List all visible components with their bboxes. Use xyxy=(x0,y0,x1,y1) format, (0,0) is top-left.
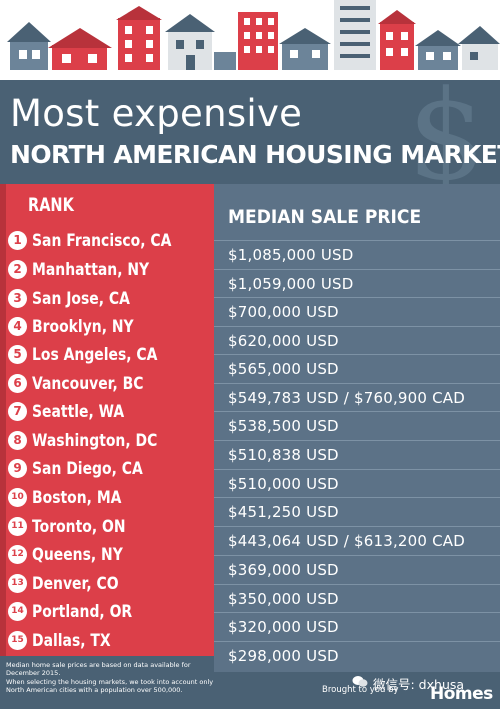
rank-panel xyxy=(0,184,214,656)
city-name: Boston, MA xyxy=(32,488,122,508)
city-name: Manhattan, NY xyxy=(32,260,150,280)
price-value: $1,059,000 USD xyxy=(228,275,354,293)
rank-number: 2 xyxy=(8,260,27,279)
rank-panel-stripe xyxy=(0,184,6,656)
rank-row: 5 Los Angeles, CA xyxy=(0,342,214,368)
price-row: $443,064 USD / $613,200 CAD xyxy=(214,526,500,555)
price-row: $538,500 USD xyxy=(214,411,500,440)
city-name: Dallas, TX xyxy=(32,631,111,651)
city-name: Seattle, WA xyxy=(32,402,125,422)
footnote: Median home sale prices are based on dat… xyxy=(6,661,216,695)
rank-row: 12 Queens, NY xyxy=(0,542,214,568)
price-row: $565,000 USD xyxy=(214,354,500,383)
rank-number: 3 xyxy=(8,289,27,308)
rank-number: 5 xyxy=(8,345,27,364)
rank-number: 8 xyxy=(8,431,27,450)
price-row: $549,783 USD / $760,900 CAD xyxy=(214,383,500,412)
price-value: $620,000 USD xyxy=(228,332,339,350)
footnote-line: Median home sale prices are based on dat… xyxy=(6,661,191,677)
rank-number: 7 xyxy=(8,402,27,421)
wechat-icon xyxy=(352,676,368,687)
rank-row: 8 Washington, DC xyxy=(0,428,214,454)
rank-row: 14 Portland, OR xyxy=(0,599,214,625)
dollar-icon: $ xyxy=(407,80,486,184)
page-title: Most expensive xyxy=(10,92,303,135)
rank-number: 14 xyxy=(8,602,27,621)
city-name: Vancouver, BC xyxy=(32,374,144,394)
city-name: Toronto, ON xyxy=(32,517,126,537)
price-value: $369,000 USD xyxy=(228,561,339,579)
price-row: $1,059,000 USD xyxy=(214,269,500,298)
price-value: $298,000 USD xyxy=(228,647,339,665)
price-value: $451,250 USD xyxy=(228,503,339,521)
rank-row: 1 San Francisco, CA xyxy=(0,228,214,254)
price-value: $565,000 USD xyxy=(228,360,339,378)
city-name: San Francisco, CA xyxy=(32,231,172,251)
price-value: $700,000 USD xyxy=(228,303,339,321)
price-row: $620,000 USD xyxy=(214,326,500,355)
price-row: $510,000 USD xyxy=(214,469,500,498)
rank-number: 12 xyxy=(8,545,27,564)
rank-number: 1 xyxy=(8,231,27,250)
price-value: $549,783 USD / $760,900 CAD xyxy=(228,389,466,407)
rank-number: 15 xyxy=(8,631,27,650)
rank-row: 4 Brooklyn, NY xyxy=(0,314,214,340)
rank-row: 10 Boston, MA xyxy=(0,485,214,511)
price-header: MEDIAN SALE PRICE xyxy=(228,206,422,228)
rank-row: 2 Manhattan, NY xyxy=(0,257,214,283)
rank-number: 11 xyxy=(8,517,27,536)
price-row: $510,838 USD xyxy=(214,440,500,469)
rank-row: 7 Seattle, WA xyxy=(0,399,214,425)
price-value: $1,085,000 USD xyxy=(228,246,354,264)
price-value: $538,500 USD xyxy=(228,417,339,435)
city-name: Portland, OR xyxy=(32,602,133,622)
price-row: $350,000 USD xyxy=(214,584,500,613)
rank-row: 3 San Jose, CA xyxy=(0,286,214,312)
rank-number: 6 xyxy=(8,374,27,393)
rank-row: 13 Denver, CO xyxy=(0,571,214,597)
rank-row: 9 San Diego, CA xyxy=(0,456,214,482)
footnote-line: When selecting the housing markets, we t… xyxy=(6,678,214,694)
rank-row: 6 Vancouver, BC xyxy=(0,371,214,397)
price-panel xyxy=(214,184,500,672)
houses-icon xyxy=(0,0,500,80)
price-row: $369,000 USD xyxy=(214,555,500,584)
rank-number: 4 xyxy=(8,317,27,336)
wechat-id: 微信号: dxhusa xyxy=(373,677,465,692)
rank-number: 13 xyxy=(8,574,27,593)
title-banner: $ Most expensive NORTH AMERICAN HOUSING … xyxy=(0,80,500,184)
city-name: San Jose, CA xyxy=(32,289,130,309)
price-row: $700,000 USD xyxy=(214,297,500,326)
city-name: San Diego, CA xyxy=(32,459,143,479)
skyline-illustration xyxy=(0,0,500,80)
page-subtitle: NORTH AMERICAN HOUSING MARKETS xyxy=(10,140,500,169)
price-row: $1,085,000 USD xyxy=(214,240,500,269)
rank-header: RANK xyxy=(28,194,74,216)
rank-number: 10 xyxy=(8,488,27,507)
city-name: Queens, NY xyxy=(32,545,123,565)
price-value: $510,000 USD xyxy=(228,475,339,493)
rank-row: 15 Dallas, TX xyxy=(0,628,214,654)
price-row: $451,250 USD xyxy=(214,497,500,526)
price-row: $298,000 USD xyxy=(214,641,500,670)
brought-by-text: Brought to you by xyxy=(322,685,399,695)
rank-number: 9 xyxy=(8,459,27,478)
price-value: $320,000 USD xyxy=(228,618,339,636)
price-value: $350,000 USD xyxy=(228,590,339,608)
price-row: $320,000 USD xyxy=(214,612,500,641)
city-name: Washington, DC xyxy=(32,431,158,451)
brand-logo: Homes xyxy=(430,684,493,704)
rank-row: 11 Toronto, ON xyxy=(0,514,214,540)
city-name: Brooklyn, NY xyxy=(32,317,134,337)
city-name: Denver, CO xyxy=(32,574,119,594)
price-value: $510,838 USD xyxy=(228,446,339,464)
city-name: Los Angeles, CA xyxy=(32,345,158,365)
price-value: $443,064 USD / $613,200 CAD xyxy=(228,532,466,550)
